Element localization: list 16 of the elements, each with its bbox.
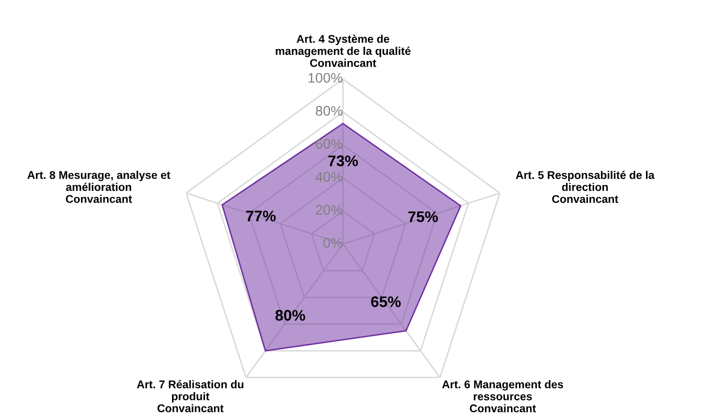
y-tick-label: 60%	[316, 138, 342, 149]
data-label: 75%	[408, 211, 438, 222]
data-label: 65%	[371, 296, 401, 308]
y-tick-label: 0%	[323, 238, 342, 248]
data-label: 77%	[246, 210, 276, 222]
spoke-label: Art. 4 Système de management de la qualité Convaincant	[276, 34, 411, 67]
data-label: 73%	[328, 155, 358, 166]
spoke-label: Art. 6 Management des ressources Convaincant	[442, 380, 564, 412]
data-label: 80%	[275, 310, 306, 321]
y-tick-label: 80%	[316, 106, 342, 116]
spoke-label: Art. 8 Mesurage, analyse et amélioration Convaincant	[27, 170, 170, 203]
y-tick-label: 40%	[316, 172, 342, 182]
spoke-label: Art. 7 Réalisation du produit Convaincant	[136, 380, 244, 412]
y-tick-label: 100%	[308, 72, 342, 83]
y-tick-label: 20%	[316, 204, 342, 215]
spoke-label: Art. 5 Responsabilité de la direction Convaincant	[516, 170, 655, 203]
